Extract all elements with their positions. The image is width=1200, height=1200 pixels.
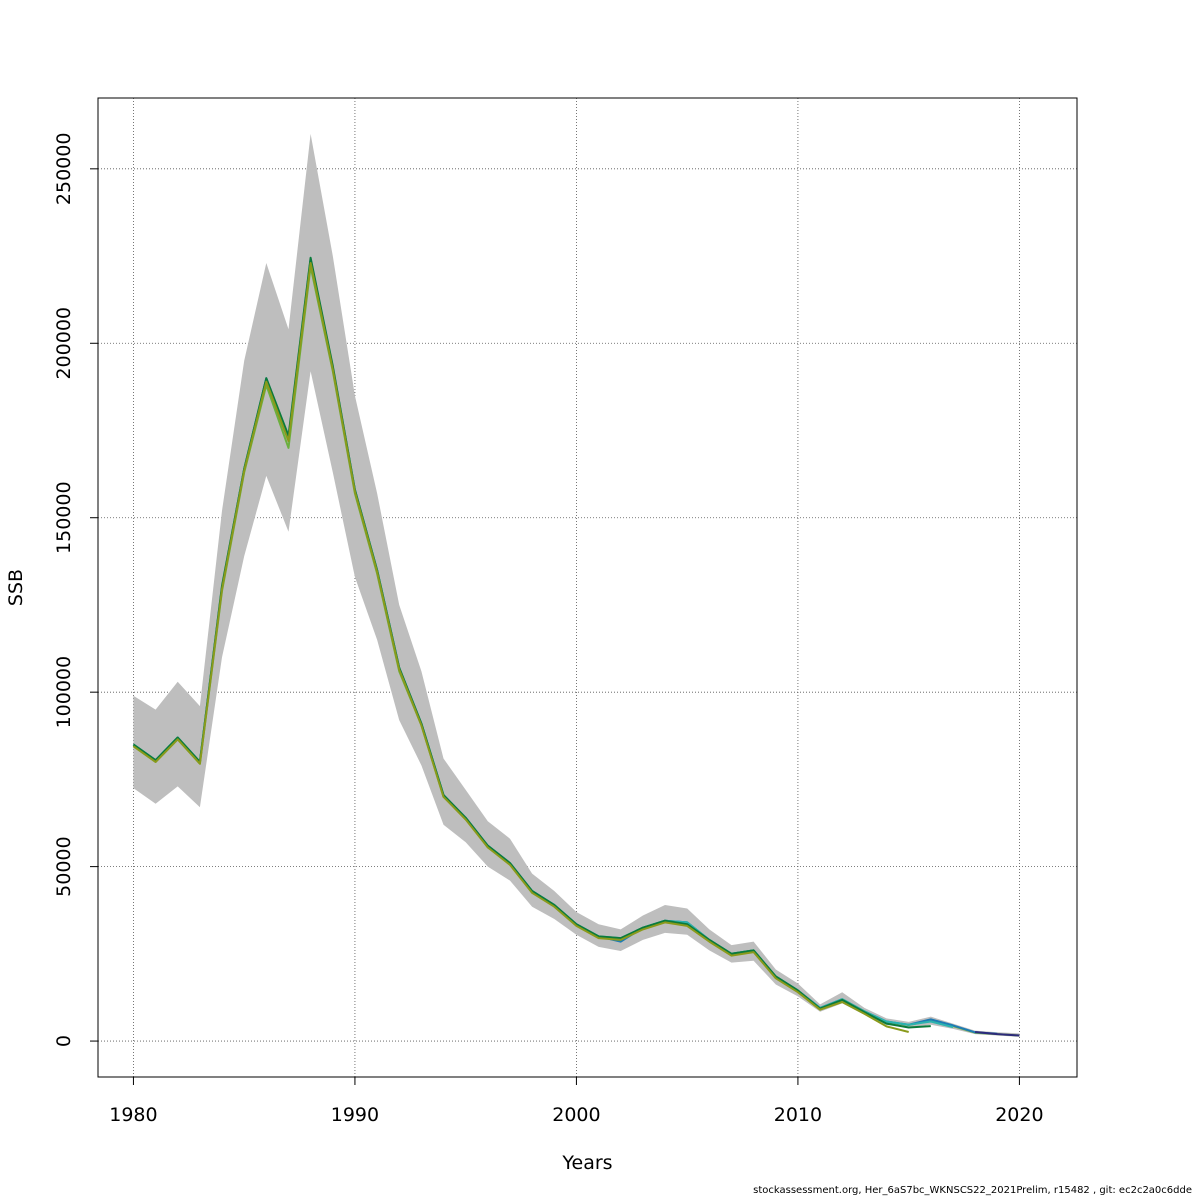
x-tick-label: 2010 (774, 1104, 822, 1126)
x-tick-label: 2000 (552, 1104, 600, 1126)
footer-note: stockassessment.org, Her_6aS7bc_WKNSCS22… (753, 1185, 1192, 1196)
y-axis-title: SSB (5, 569, 27, 606)
x-axis-title: Years (561, 1152, 612, 1174)
series-lines (132, 256, 1020, 1037)
y-tick-label: 0 (53, 1035, 75, 1047)
x-tick-label: 1980 (109, 1104, 157, 1126)
series-line-4 (132, 256, 931, 1029)
grid-lines (98, 98, 1077, 1077)
series-line-5 (132, 262, 909, 1033)
y-axis: 0 50000 100000 150000 200000 250000 (53, 133, 99, 1047)
x-axis: 1980 1990 2000 2010 2020 (109, 1076, 1044, 1126)
y-tick-label: 150000 (53, 481, 75, 554)
y-tick-label: 50000 (53, 836, 75, 896)
x-tick-label: 2020 (995, 1104, 1043, 1126)
y-tick-label: 100000 (53, 656, 75, 729)
x-tick-label: 1990 (331, 1104, 379, 1126)
series-line-6 (975, 1031, 1020, 1037)
y-tick-label: 250000 (53, 133, 75, 206)
y-tick-label: 200000 (53, 307, 75, 380)
